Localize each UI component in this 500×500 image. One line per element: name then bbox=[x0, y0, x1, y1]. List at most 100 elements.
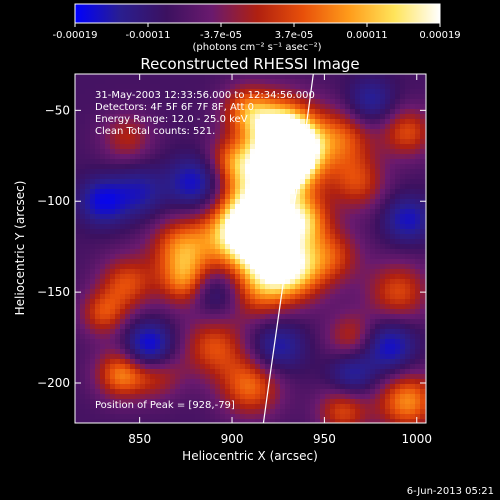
heatmap-cell bbox=[170, 249, 176, 255]
heatmap-cell bbox=[295, 224, 301, 230]
heatmap-cell bbox=[365, 349, 371, 355]
heatmap-cell bbox=[170, 329, 176, 335]
heatmap-cell bbox=[200, 114, 206, 120]
heatmap-cell bbox=[330, 119, 336, 125]
heatmap-cell bbox=[320, 139, 326, 145]
heatmap-cell bbox=[100, 114, 106, 120]
heatmap-cell bbox=[385, 344, 391, 350]
heatmap-cell bbox=[170, 74, 176, 80]
heatmap-cell bbox=[115, 119, 121, 125]
heatmap-cell bbox=[370, 314, 376, 320]
heatmap-cell bbox=[90, 329, 96, 335]
heatmap-cell bbox=[105, 319, 111, 325]
heatmap-cell bbox=[375, 249, 381, 255]
heatmap-cell bbox=[280, 269, 286, 275]
heatmap-cell bbox=[255, 314, 261, 320]
heatmap-cell bbox=[255, 419, 261, 423]
heatmap-cell bbox=[370, 349, 376, 355]
heatmap-cell bbox=[240, 114, 246, 120]
heatmap-cell bbox=[275, 354, 281, 360]
heatmap-cell bbox=[410, 309, 416, 315]
heatmap-cell bbox=[335, 319, 341, 325]
heatmap-cell bbox=[365, 274, 371, 280]
heatmap-cell bbox=[160, 94, 166, 100]
heatmap-cell bbox=[155, 329, 161, 335]
heatmap-cell bbox=[370, 214, 376, 220]
heatmap-cell bbox=[85, 409, 91, 415]
heatmap-cell bbox=[120, 399, 126, 405]
heatmap-cell bbox=[330, 169, 336, 175]
heatmap-cell bbox=[285, 289, 291, 295]
heatmap-cell bbox=[410, 194, 416, 200]
heatmap-cell bbox=[375, 109, 381, 115]
heatmap-cell bbox=[130, 134, 136, 140]
heatmap-cell bbox=[250, 354, 256, 360]
heatmap-cell bbox=[100, 324, 106, 330]
heatmap-cell bbox=[235, 374, 241, 380]
heatmap-cell bbox=[90, 279, 96, 285]
heatmap-cell bbox=[240, 94, 246, 100]
heatmap-cell bbox=[240, 414, 246, 420]
heatmap-cell bbox=[390, 409, 396, 415]
heatmap-cell bbox=[255, 354, 261, 360]
heatmap-cell bbox=[265, 114, 271, 120]
heatmap-cell bbox=[410, 219, 416, 225]
heatmap-cell bbox=[235, 249, 241, 255]
heatmap-cell bbox=[390, 399, 396, 405]
heatmap-cell bbox=[175, 84, 181, 90]
heatmap-cell bbox=[145, 139, 151, 145]
heatmap-cell bbox=[205, 274, 211, 280]
heatmap-cell bbox=[145, 374, 151, 380]
heatmap-cell bbox=[365, 379, 371, 385]
heatmap-cell bbox=[250, 384, 256, 390]
heatmap-cell bbox=[80, 394, 86, 400]
heatmap-cell bbox=[80, 294, 86, 300]
heatmap-cell bbox=[360, 254, 366, 260]
heatmap-cell bbox=[395, 334, 401, 340]
heatmap-cell bbox=[205, 384, 211, 390]
heatmap-cell bbox=[75, 414, 81, 420]
heatmap-cell bbox=[265, 274, 271, 280]
heatmap-cell bbox=[280, 199, 286, 205]
heatmap-cell bbox=[190, 259, 196, 265]
heatmap-cell bbox=[160, 374, 166, 380]
heatmap-cell bbox=[190, 164, 196, 170]
heatmap-cell bbox=[395, 394, 401, 400]
heatmap-cell bbox=[310, 174, 316, 180]
heatmap-cell bbox=[160, 259, 166, 265]
heatmap-cell bbox=[405, 149, 411, 155]
heatmap-cell bbox=[250, 249, 256, 255]
heatmap-cell bbox=[360, 199, 366, 205]
heatmap-cell bbox=[230, 224, 236, 230]
heatmap-cell bbox=[165, 119, 171, 125]
heatmap-cell bbox=[210, 134, 216, 140]
heatmap-cell bbox=[215, 274, 221, 280]
heatmap-cell bbox=[350, 269, 356, 275]
heatmap-cell bbox=[150, 199, 156, 205]
heatmap-cell bbox=[375, 124, 381, 130]
heatmap-cell bbox=[330, 344, 336, 350]
heatmap-cell bbox=[190, 419, 196, 423]
heatmap-cell bbox=[135, 114, 141, 120]
heatmap-cell bbox=[390, 119, 396, 125]
heatmap-cell bbox=[95, 264, 101, 270]
heatmap-cell bbox=[150, 259, 156, 265]
heatmap-cell bbox=[250, 319, 256, 325]
heatmap-cell bbox=[80, 164, 86, 170]
heatmap-cell bbox=[315, 269, 321, 275]
heatmap-cell bbox=[230, 394, 236, 400]
heatmap-cell bbox=[375, 409, 381, 415]
heatmap-cell bbox=[225, 214, 231, 220]
heatmap-cell bbox=[260, 134, 266, 140]
heatmap-cell bbox=[415, 119, 421, 125]
heatmap-cell bbox=[405, 169, 411, 175]
heatmap-cell bbox=[145, 324, 151, 330]
heatmap-cell bbox=[95, 344, 101, 350]
heatmap-cell bbox=[370, 319, 376, 325]
heatmap-cell bbox=[185, 289, 191, 295]
heatmap-cell bbox=[150, 124, 156, 130]
heatmap-cell bbox=[120, 269, 126, 275]
heatmap-cell bbox=[275, 139, 281, 145]
heatmap-cell bbox=[235, 109, 241, 115]
